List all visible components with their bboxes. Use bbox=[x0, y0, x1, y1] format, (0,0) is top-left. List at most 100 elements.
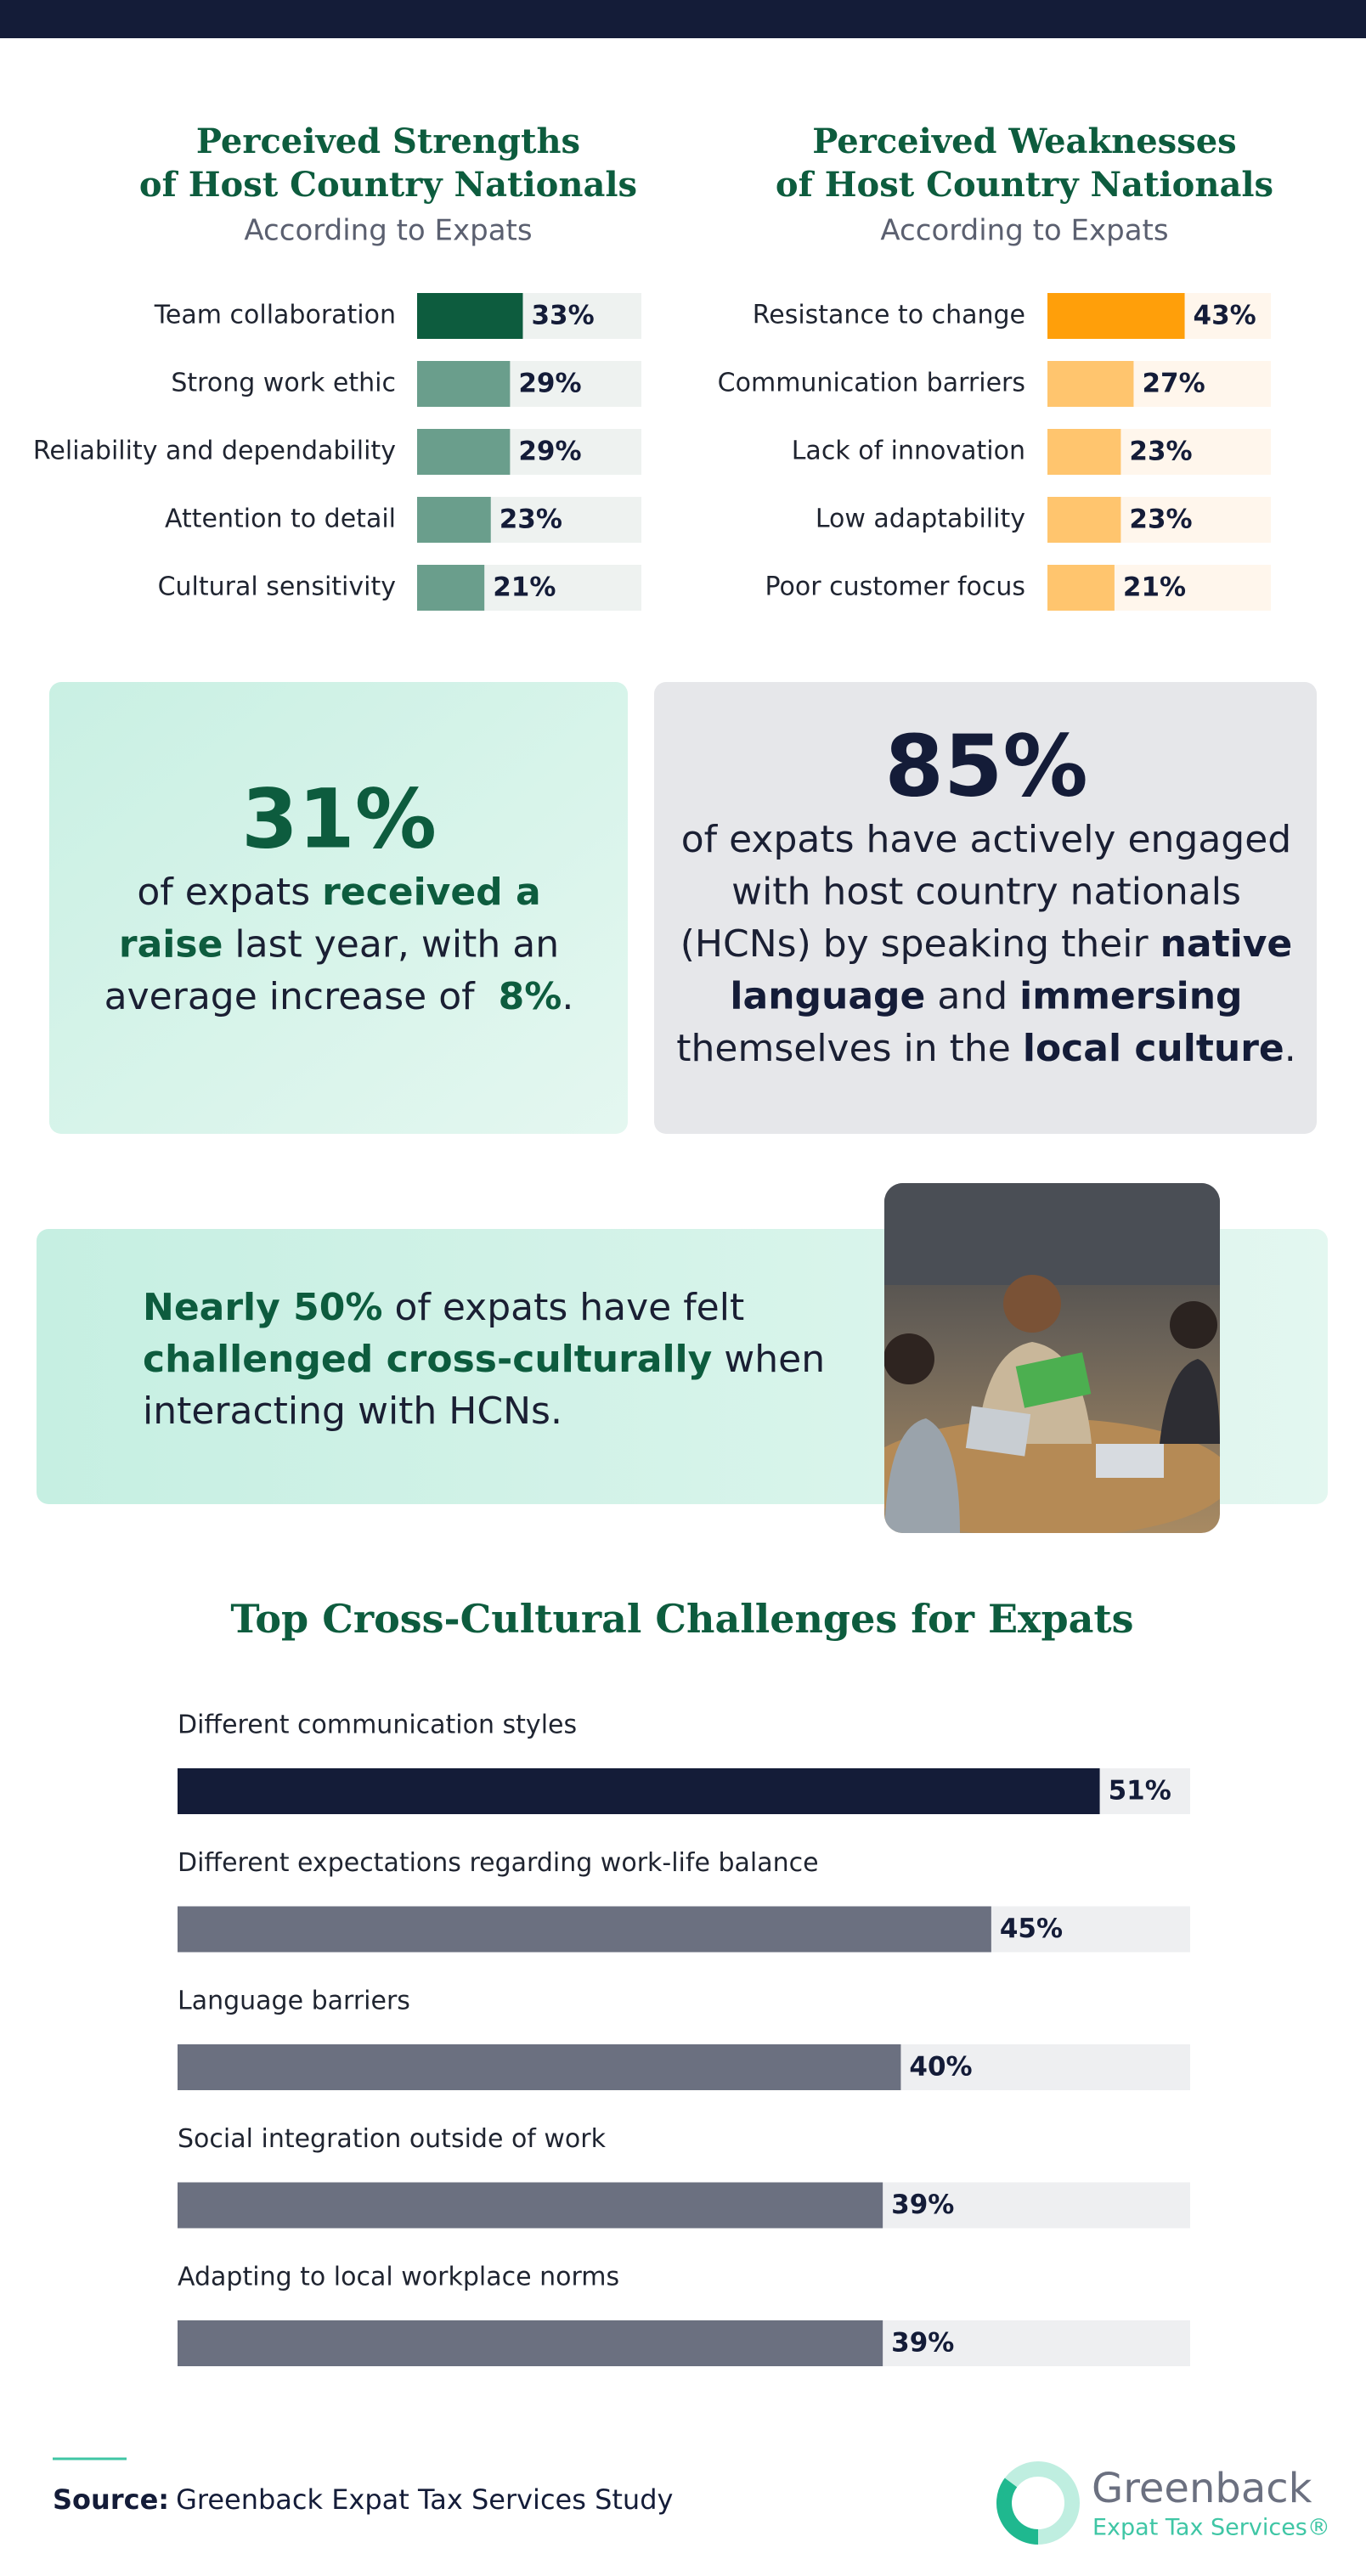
callout-text: with host country nationals bbox=[731, 871, 1241, 914]
callout-box bbox=[654, 682, 1317, 1134]
callout-text: of expats bbox=[137, 871, 322, 914]
chart-subtitle: According to Expats bbox=[244, 214, 532, 248]
callout-text: (HCNs) by speaking their bbox=[680, 922, 1160, 966]
callout-line: Nearly 50% of expats have felt bbox=[143, 1286, 744, 1329]
category-label: Low adaptability bbox=[816, 504, 1025, 534]
photo-laptop bbox=[965, 1406, 1031, 1457]
logo-tagline: Expat Tax Services® bbox=[1092, 2515, 1330, 2541]
callout-headline: 31% bbox=[241, 771, 437, 866]
bar bbox=[417, 293, 523, 339]
logo-name: Greenback bbox=[1092, 2465, 1312, 2512]
top-bar bbox=[0, 0, 1366, 38]
value-label: 29% bbox=[518, 369, 581, 399]
callout-text: . bbox=[562, 975, 573, 1018]
value-label: 40% bbox=[909, 2052, 972, 2083]
callout-line: average increase of 8%. bbox=[104, 975, 574, 1018]
photo-person bbox=[1003, 1275, 1061, 1333]
bar bbox=[178, 2044, 901, 2090]
photo-person bbox=[884, 1333, 934, 1384]
bar bbox=[178, 1768, 1100, 1814]
callout-line: themselves in the local culture. bbox=[676, 1027, 1295, 1070]
callout-text: of expats have felt bbox=[382, 1286, 744, 1329]
bar bbox=[417, 361, 511, 407]
bar bbox=[417, 565, 485, 611]
callout-text: when bbox=[712, 1338, 825, 1381]
source-label: Source: bbox=[53, 2483, 169, 2516]
callout-emphasis: 8% bbox=[499, 975, 562, 1018]
category-label: Poor customer focus bbox=[765, 572, 1025, 602]
category-label: Different communication styles bbox=[178, 1711, 577, 1740]
bar bbox=[1047, 497, 1121, 543]
category-label: Resistance to change bbox=[753, 301, 1025, 330]
callout-text: and bbox=[925, 975, 1019, 1018]
category-label: Cultural sensitivity bbox=[158, 572, 396, 602]
logo: Greenback Expat Tax Services® bbox=[996, 2461, 1330, 2545]
bar bbox=[1047, 565, 1115, 611]
value-label: 23% bbox=[1129, 437, 1192, 467]
callout-emphasis: language bbox=[730, 975, 925, 1018]
photo-folder bbox=[1015, 1352, 1092, 1408]
chart-title: of Host Country Nationals bbox=[776, 165, 1273, 205]
category-label: Strong work ethic bbox=[171, 369, 396, 398]
callout-emphasis: local culture bbox=[1023, 1027, 1284, 1070]
photo-laptop bbox=[1096, 1444, 1164, 1478]
callout-text: last year, with an bbox=[223, 923, 559, 967]
callout-emphasis: raise bbox=[119, 923, 223, 967]
bar bbox=[1047, 429, 1121, 475]
value-label: 21% bbox=[1123, 572, 1186, 603]
callout-line: raise last year, with an bbox=[119, 923, 559, 967]
value-label: 39% bbox=[891, 2190, 954, 2220]
photo-wall bbox=[884, 1183, 1220, 1285]
chart-title: Perceived Strengths bbox=[196, 121, 580, 161]
bar bbox=[417, 497, 491, 543]
callout-text: average increase of bbox=[104, 975, 499, 1018]
callout-text: of expats have actively engaged bbox=[681, 818, 1292, 861]
value-label: 23% bbox=[1129, 504, 1192, 535]
value-label: 45% bbox=[1000, 1914, 1063, 1944]
callout-text: interacting with HCNs. bbox=[143, 1389, 562, 1433]
bar bbox=[1047, 361, 1134, 407]
callout-line: with host country nationals bbox=[731, 871, 1241, 914]
callout-line: challenged cross-culturally when bbox=[143, 1338, 825, 1381]
category-label: Social integration outside of work bbox=[178, 2124, 607, 2154]
photo-person bbox=[884, 1418, 960, 1533]
chart-title: Top Cross-Cultural Challenges for Expats bbox=[230, 1596, 1133, 1642]
chart-title: Perceived Weaknesses bbox=[812, 121, 1236, 161]
category-label: Language barriers bbox=[178, 1987, 410, 2016]
callout-headline: 85% bbox=[884, 716, 1087, 815]
category-label: Communication barriers bbox=[718, 369, 1025, 398]
callout-line: of expats have actively engaged bbox=[681, 818, 1292, 861]
callout-box bbox=[49, 682, 628, 1134]
callout-emphasis: Nearly 50% bbox=[143, 1286, 382, 1329]
category-label: Attention to detail bbox=[165, 504, 396, 534]
chart-subtitle: According to Expats bbox=[880, 214, 1168, 248]
callout-line: (HCNs) by speaking their native bbox=[680, 922, 1292, 966]
photo-person bbox=[1170, 1301, 1217, 1349]
callout-emphasis: immersing bbox=[1019, 975, 1242, 1018]
logo-arc bbox=[996, 2477, 1039, 2545]
category-label: Reliability and dependability bbox=[33, 437, 396, 466]
callout-emphasis: challenged cross-culturally bbox=[143, 1338, 712, 1381]
chart-title: of Host Country Nationals bbox=[139, 165, 637, 205]
callout-line: of expats received a bbox=[137, 871, 540, 914]
bar bbox=[178, 1906, 991, 1953]
source-text: Greenback Expat Tax Services Study bbox=[176, 2483, 673, 2516]
value-label: 23% bbox=[500, 504, 562, 535]
value-label: 39% bbox=[891, 2328, 954, 2359]
photo bbox=[884, 1183, 1220, 1533]
photo-person bbox=[1160, 1359, 1220, 1444]
bar bbox=[417, 429, 511, 475]
value-label: 51% bbox=[1109, 1776, 1171, 1807]
bar bbox=[178, 2320, 883, 2366]
category-label: Lack of innovation bbox=[792, 437, 1025, 466]
callout-text: themselves in the bbox=[676, 1027, 1023, 1070]
value-label: 21% bbox=[493, 572, 556, 603]
value-label: 33% bbox=[531, 301, 594, 331]
callout-emphasis: native bbox=[1160, 922, 1293, 966]
source: Source: Greenback Expat Tax Services Stud… bbox=[53, 2483, 673, 2516]
bar bbox=[1047, 293, 1185, 339]
value-label: 43% bbox=[1194, 301, 1256, 331]
callout-text: . bbox=[1284, 1027, 1296, 1070]
